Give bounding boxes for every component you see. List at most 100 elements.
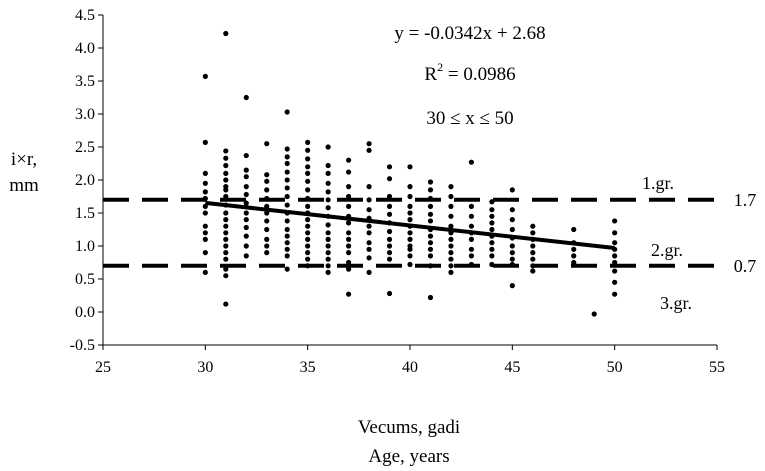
data-point (571, 259, 577, 266)
data-point (407, 164, 413, 170)
data-point (407, 184, 413, 190)
data-point (305, 250, 311, 256)
data-point (223, 155, 229, 161)
data-point (284, 226, 290, 233)
data-point (468, 223, 474, 229)
data-point (305, 147, 311, 153)
data-point (284, 177, 290, 183)
data-point (223, 256, 229, 262)
r-squared-letter: R (424, 64, 437, 85)
data-point (571, 226, 577, 233)
lower-threshold-label: 0.7 (734, 256, 757, 276)
data-point (325, 162, 331, 169)
data-point (612, 230, 618, 236)
data-point (448, 263, 454, 269)
data-point (386, 290, 393, 297)
data-point (346, 169, 352, 175)
data-point (305, 263, 311, 269)
data-point (346, 157, 352, 163)
data-point (386, 256, 393, 262)
data-point (223, 148, 229, 154)
data-point (468, 253, 474, 259)
data-point (407, 236, 413, 242)
data-point (223, 230, 229, 236)
data-point (407, 193, 413, 200)
y-axis-label-line2: mm (9, 175, 39, 196)
data-point (448, 243, 454, 249)
data-point (223, 273, 229, 279)
data-point (571, 246, 577, 252)
data-point (284, 193, 290, 200)
data-point (325, 256, 331, 262)
data-point (243, 210, 249, 216)
data-point (427, 240, 434, 246)
y-tick-label: 3.5 (75, 73, 95, 90)
data-point (427, 203, 434, 209)
data-point (243, 200, 249, 206)
data-point (448, 223, 454, 229)
r-squared-value: = 0.0986 (443, 64, 515, 85)
data-point (223, 177, 229, 183)
data-point (223, 187, 229, 193)
data-point (264, 141, 270, 147)
data-point (346, 220, 352, 226)
axes (102, 15, 717, 346)
data-point (325, 236, 331, 242)
data-point (223, 223, 229, 229)
data-point (489, 226, 495, 233)
data-point (223, 170, 229, 176)
data-point (243, 184, 249, 190)
data-point (325, 170, 331, 176)
data-point (448, 193, 454, 200)
data-point (202, 139, 208, 145)
y-tick-label: 0.0 (75, 304, 95, 321)
data-point (243, 94, 249, 101)
data-point (346, 259, 352, 266)
data-point (346, 266, 352, 272)
x-axis-label-line2: Age, years (368, 446, 449, 467)
data-point (223, 193, 229, 200)
data-point (223, 162, 229, 169)
data-point (366, 246, 372, 252)
data-point (489, 253, 495, 259)
data-point (346, 236, 352, 242)
data-point (407, 210, 413, 216)
data-point (448, 256, 454, 262)
data-point (325, 230, 331, 236)
data-point (202, 203, 208, 209)
data-point (386, 203, 393, 209)
data-point (284, 169, 290, 175)
data-point (305, 217, 311, 223)
data-point (202, 269, 208, 275)
x-tick-label: 50 (607, 359, 623, 376)
data-point (468, 261, 474, 268)
data-point (489, 246, 495, 252)
data-point (305, 256, 311, 262)
data-point (612, 268, 618, 274)
data-point (264, 172, 270, 178)
data-point (284, 240, 290, 246)
trendline-group (205, 200, 615, 250)
data-point (346, 193, 352, 200)
data-point (448, 269, 454, 275)
y-tick-label: 2.5 (75, 139, 95, 156)
data-point (530, 263, 536, 269)
data-point (346, 203, 352, 209)
data-point (509, 256, 515, 262)
data-point (612, 279, 618, 285)
data-point (264, 243, 270, 249)
data-point (509, 250, 515, 256)
data-point (366, 255, 372, 261)
data-point (346, 250, 352, 256)
data-point (612, 291, 618, 297)
data-point (612, 240, 618, 246)
y-tick-label: 1.0 (75, 238, 95, 255)
data-point (427, 187, 434, 193)
data-point (223, 250, 229, 256)
data-point (284, 160, 290, 167)
data-point (325, 250, 331, 256)
data-point (305, 236, 311, 242)
data-point (448, 250, 454, 256)
data-point (386, 176, 393, 182)
y-tick-label: 2.0 (75, 172, 95, 189)
